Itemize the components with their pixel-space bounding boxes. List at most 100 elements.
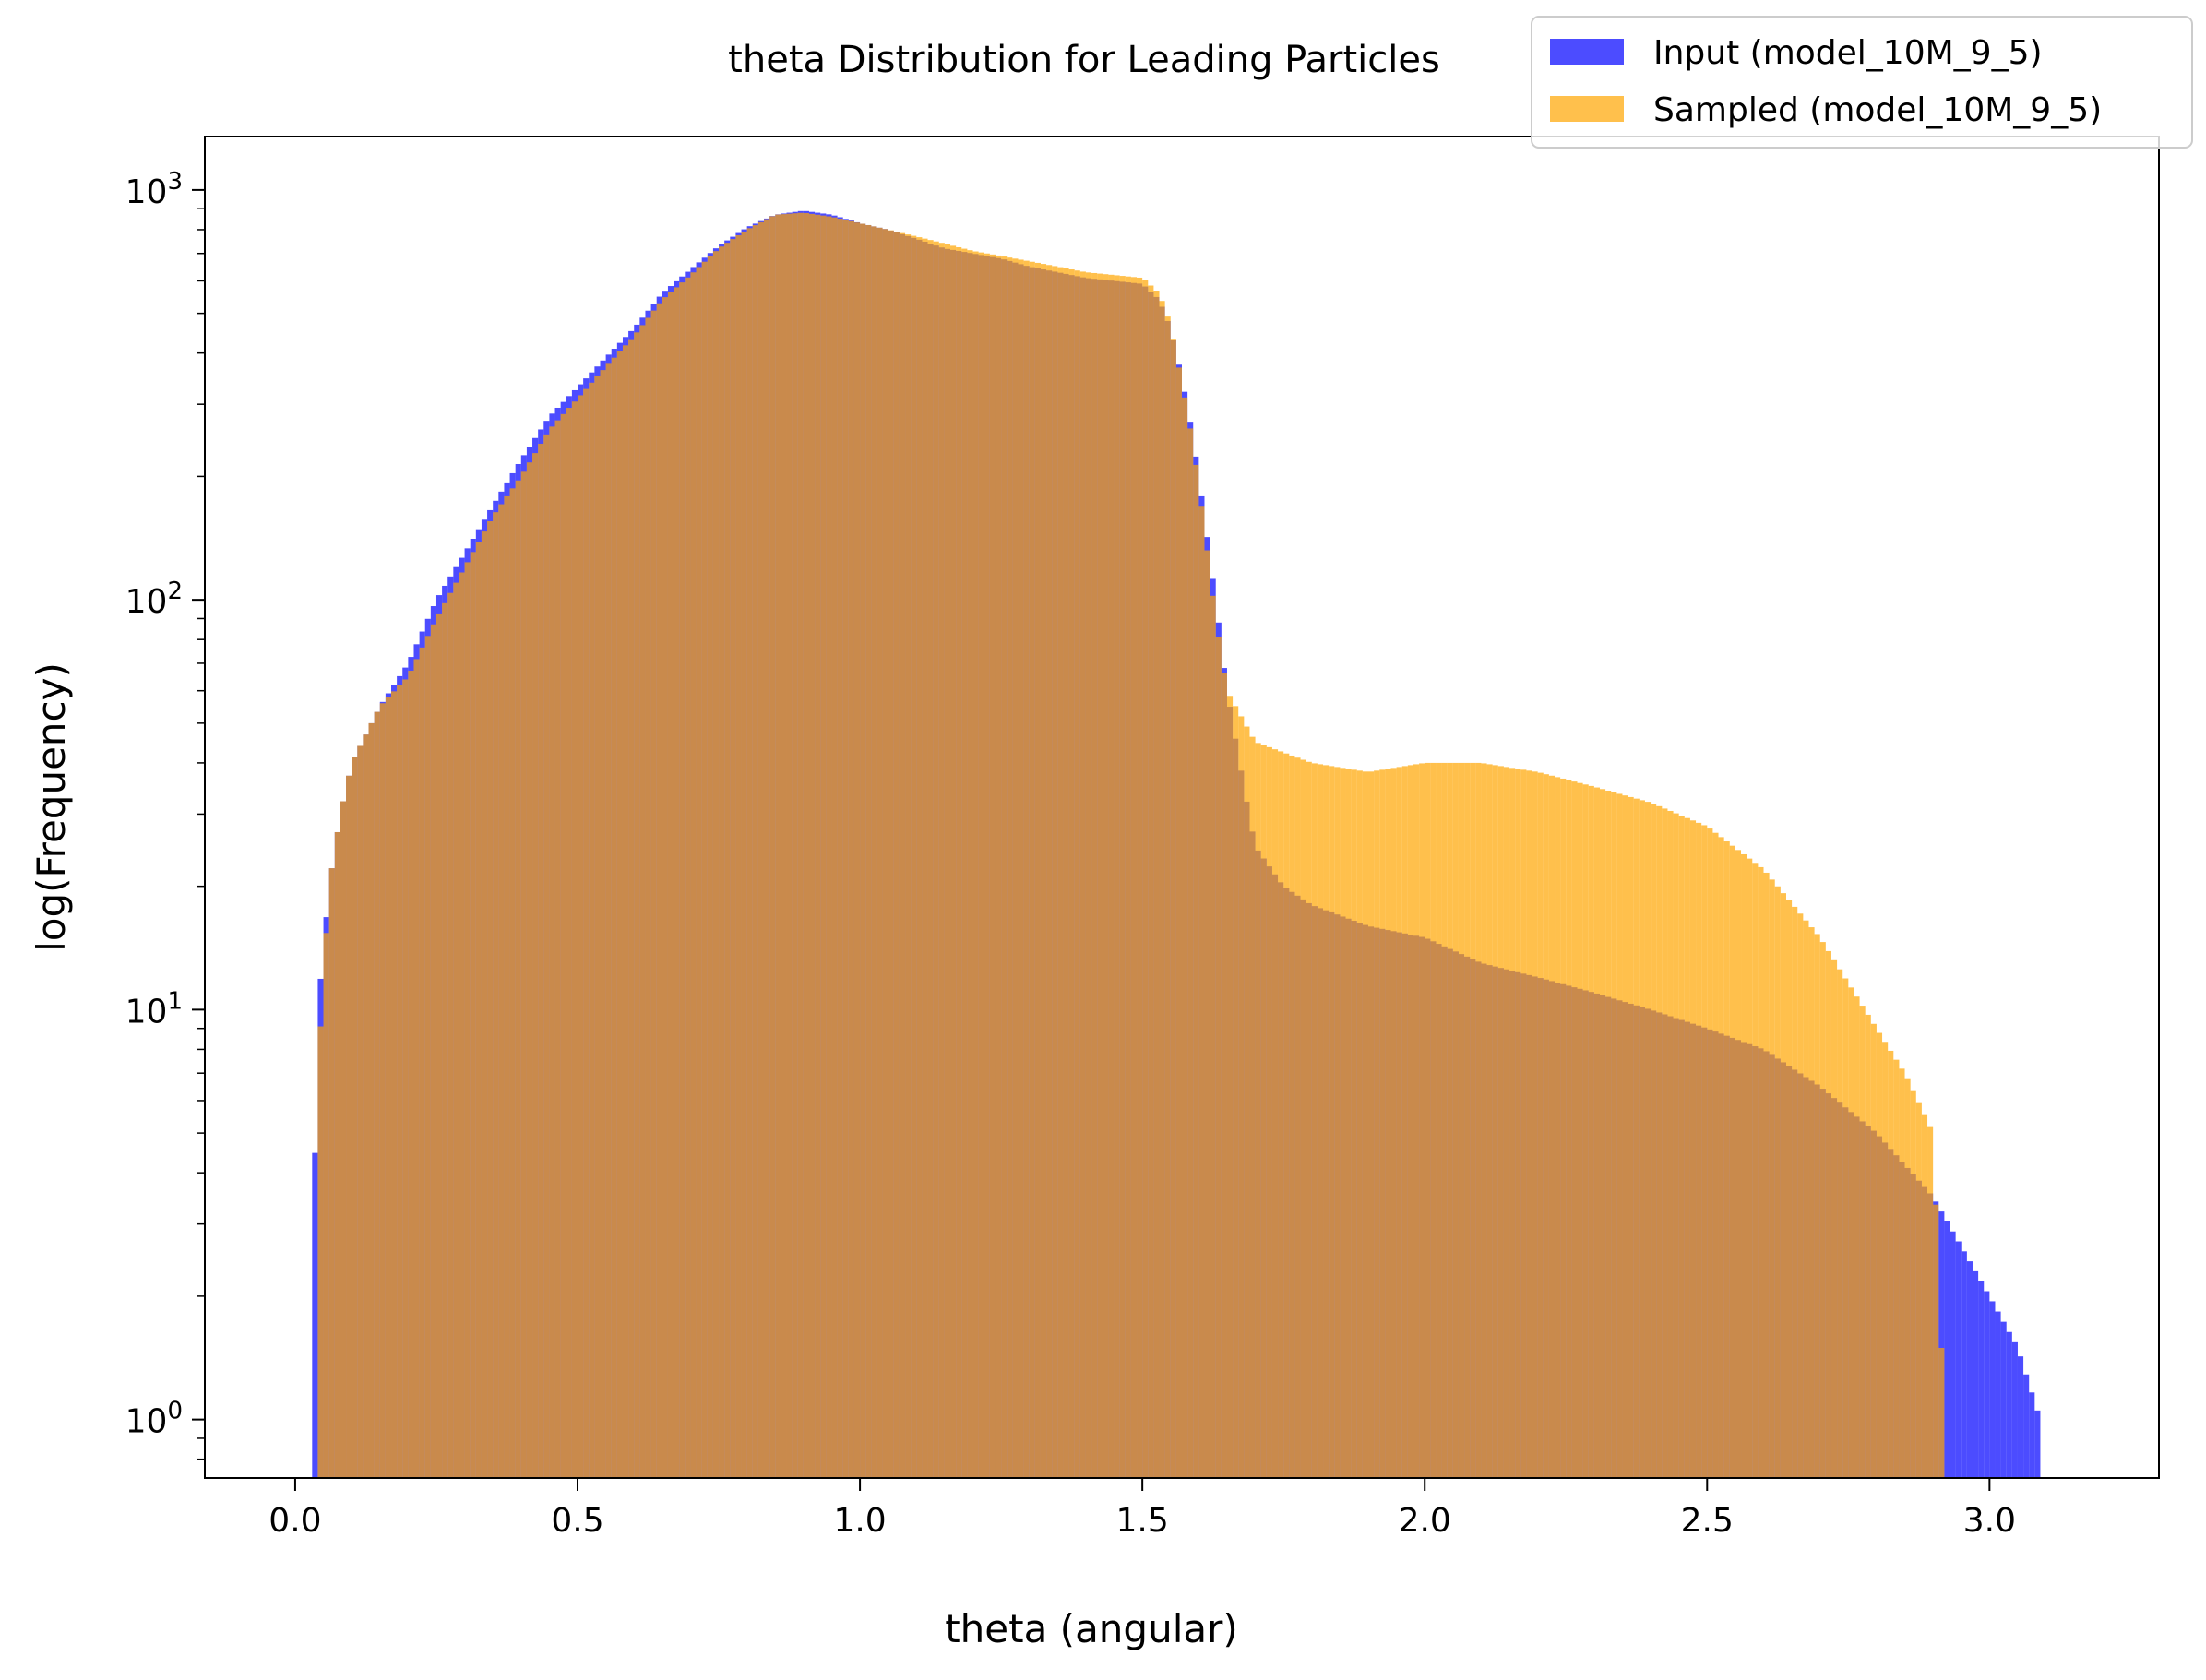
sampled-histogram-bar (1283, 753, 1290, 1478)
sampled-histogram-bar (1854, 996, 1860, 1478)
sampled-histogram-bar (1079, 271, 1086, 1479)
sampled-histogram-bar (1390, 768, 1397, 1478)
sampled-histogram-bar (769, 216, 776, 1479)
sampled-histogram-bar (317, 1026, 324, 1478)
sampled-histogram-bar (1509, 768, 1516, 1478)
sampled-histogram-bar (1729, 845, 1735, 1478)
sampled-histogram-bar (1238, 716, 1245, 1478)
sampled-histogram-bar (1175, 367, 1182, 1478)
sampled-histogram-bar (611, 357, 617, 1479)
sampled-histogram-bar (1904, 1078, 1911, 1478)
sampled-histogram-bar (1052, 266, 1058, 1479)
sampled-histogram-bar (1249, 736, 1256, 1478)
sampled-histogram-bar (634, 332, 640, 1479)
sampled-histogram-bar (532, 453, 539, 1478)
sampled-histogram-bar (1187, 428, 1194, 1478)
sampled-histogram-bar (1046, 265, 1053, 1479)
sampled-histogram-bar (1311, 763, 1318, 1478)
sampled-histogram-bar (515, 480, 521, 1478)
sampled-histogram-bar (1774, 886, 1781, 1478)
sampled-histogram-bar (1255, 743, 1261, 1478)
sampled-histogram-bar (719, 246, 725, 1479)
input-histogram-bar (2011, 1341, 2018, 1478)
sampled-histogram-bar (1588, 785, 1594, 1478)
sampled-histogram-bar (487, 521, 494, 1479)
sampled-histogram-bar (679, 282, 686, 1478)
sampled-histogram-bar (346, 775, 352, 1478)
sampled-histogram-bar (1481, 763, 1487, 1478)
sampled-histogram-bar (1317, 764, 1324, 1478)
sampled-histogram-bar (1419, 763, 1425, 1478)
y-axis-label: log(Frequency) (29, 662, 74, 952)
sampled-histogram-bar (1007, 257, 1013, 1478)
sampled-histogram-bar (899, 232, 906, 1478)
sampled-histogram-bar (1334, 767, 1341, 1478)
sampled-histogram-bar (1407, 765, 1413, 1478)
sampled-histogram-bar (1074, 270, 1080, 1479)
sampled-histogram-bar (413, 659, 420, 1478)
sampled-histogram-bar (1034, 262, 1041, 1479)
sampled-histogram-bar (690, 272, 697, 1478)
sampled-histogram-bar (1605, 791, 1612, 1478)
sampled-histogram-bar (1644, 802, 1652, 1478)
sampled-histogram-bar (1266, 746, 1272, 1478)
sampled-histogram-bar (650, 310, 657, 1478)
input-histogram-bar (1972, 1270, 1979, 1478)
sampled-histogram-bar (1616, 793, 1623, 1478)
sampled-histogram-bar (1063, 268, 1069, 1478)
sampled-histogram-bar (1329, 766, 1335, 1478)
sampled-histogram-bar (1130, 277, 1138, 1478)
sampled-histogram-bar (871, 226, 877, 1478)
sampled-histogram-bar (831, 217, 838, 1479)
sampled-histogram-bar (1662, 808, 1668, 1478)
input-histogram-bar (1955, 1241, 1962, 1478)
sampled-histogram-bar (639, 325, 646, 1478)
sampled-histogram-bar (1436, 762, 1442, 1478)
plot-frame (204, 136, 2160, 1479)
sampled-histogram-bar (1164, 316, 1171, 1478)
sampled-histogram-bar (667, 292, 674, 1478)
sampled-histogram-bar (741, 231, 747, 1478)
sampled-histogram-bar (1221, 673, 1227, 1478)
sampled-histogram-bar (1876, 1032, 1883, 1478)
sampled-histogram-bar (1808, 927, 1815, 1478)
sampled-histogram-bar (882, 229, 888, 1479)
sampled-histogram-bar (1667, 810, 1674, 1478)
x-tick-label: 0.5 (551, 1502, 603, 1540)
sampled-histogram-bar (1915, 1102, 1922, 1478)
sampled-histogram-bar (1091, 272, 1098, 1479)
sampled-histogram-bar (628, 339, 635, 1479)
input-histogram-bar (2023, 1374, 2030, 1478)
sampled-histogram-bar (1735, 850, 1742, 1478)
sampled-histogram-bar (397, 685, 403, 1478)
sampled-histogram-bar (1893, 1059, 1900, 1478)
sampled-histogram-bar (712, 251, 720, 1478)
sampled-histogram-bar (853, 222, 861, 1478)
sampled-histogram-bar (520, 471, 527, 1478)
sampled-histogram-bar (1611, 792, 1617, 1478)
legend-frame (1531, 16, 2193, 149)
sampled-histogram-bar (1814, 934, 1820, 1478)
sampled-histogram-bar (1825, 950, 1831, 1478)
sampled-histogram-bar (1430, 762, 1437, 1478)
sampled-histogram-bar (1555, 777, 1561, 1478)
sampled-histogram-bar (470, 552, 476, 1478)
sampled-histogram-bar (526, 462, 533, 1479)
sampled-histogram-bar (815, 214, 821, 1479)
sampled-histogram-bar (656, 303, 662, 1479)
sampled-histogram-bar (757, 221, 765, 1478)
sampled-histogram-bar (543, 434, 550, 1478)
sampled-histogram-bar (1848, 987, 1854, 1478)
sampled-histogram-bar (1260, 745, 1267, 1478)
sampled-histogram-bar (1233, 706, 1239, 1478)
sampled-histogram-bar (701, 261, 708, 1479)
sampled-histogram-bar (752, 225, 758, 1478)
sampled-histogram-bar (554, 420, 561, 1478)
sampled-histogram-bar (674, 287, 680, 1478)
sampled-histogram-bar (1097, 273, 1103, 1478)
sampled-histogram-bar (1639, 800, 1645, 1478)
sampled-histogram-bar (1837, 969, 1843, 1478)
sampled-histogram-bar (453, 582, 459, 1478)
sampled-histogram-bar (746, 228, 753, 1479)
sampled-histogram-bar (1792, 906, 1798, 1478)
